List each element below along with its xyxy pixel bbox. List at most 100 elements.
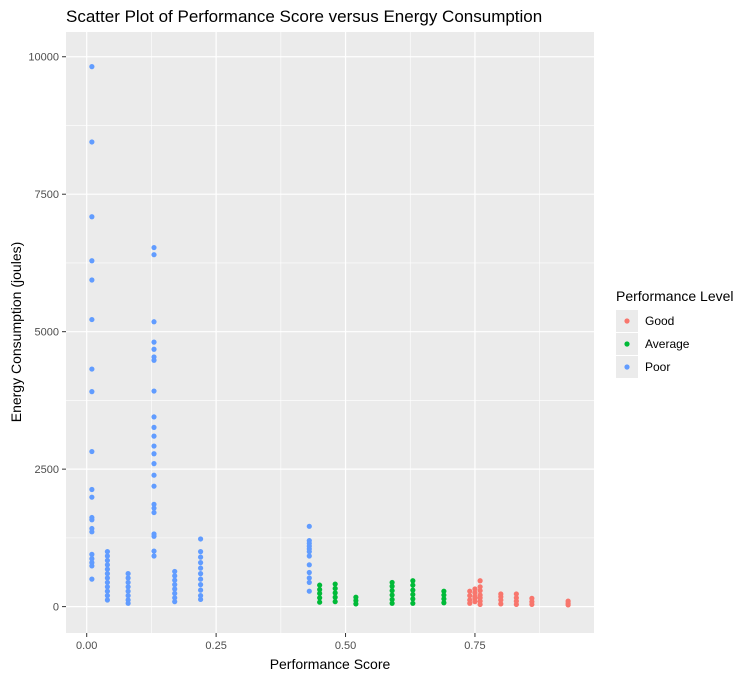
data-point-poor: [306, 553, 312, 559]
data-point-poor: [151, 388, 157, 394]
data-point-poor: [151, 252, 157, 258]
data-point-poor: [125, 593, 131, 599]
data-point-poor: [104, 597, 111, 603]
data-point-poor: [306, 588, 312, 594]
data-point-poor: [151, 414, 157, 420]
data-point-average: [317, 590, 323, 597]
legend-label-average: Average: [645, 337, 690, 351]
data-point-poor: [104, 584, 111, 590]
data-point-average: [317, 582, 323, 588]
data-point-poor: [151, 433, 157, 439]
legend-label-good: Good: [645, 314, 674, 328]
data-point-poor: [197, 560, 204, 566]
data-point-poor: [104, 553, 111, 559]
y-tick-label: 7500: [35, 189, 59, 201]
data-point-poor: [89, 214, 95, 220]
data-point-poor: [151, 483, 157, 489]
data-point-good: [529, 595, 535, 601]
data-point-average: [332, 594, 338, 600]
plot-panel: [66, 32, 594, 633]
data-point-good: [472, 590, 478, 596]
x-tick-label: 0.00: [76, 640, 97, 652]
data-point-poor: [151, 346, 157, 352]
y-tick-label: 10000: [28, 52, 59, 64]
data-point-poor: [125, 575, 131, 581]
data-point-poor: [172, 595, 178, 601]
legend-marker-average: [624, 341, 630, 347]
data-point-average: [389, 600, 395, 606]
data-point-poor: [172, 573, 178, 579]
data-point-average: [317, 586, 323, 593]
data-point-poor: [89, 517, 95, 523]
legend-label-poor: Poor: [645, 360, 670, 374]
chart-title: Scatter Plot of Performance Score versus…: [66, 7, 542, 26]
data-point-poor: [151, 244, 157, 251]
data-point-poor: [125, 571, 131, 577]
data-point-poor: [89, 139, 95, 145]
data-point-average: [410, 578, 416, 584]
data-point-good: [467, 588, 473, 594]
data-point-poor: [151, 548, 157, 554]
data-point-poor: [89, 486, 95, 493]
data-point-poor: [104, 593, 111, 599]
data-point-average: [353, 594, 359, 600]
data-point-poor: [104, 566, 111, 572]
data-point-poor: [89, 494, 95, 500]
data-point-good: [477, 584, 483, 590]
y-tick-label: 2500: [35, 464, 59, 476]
data-point-average: [389, 583, 395, 589]
data-point-poor: [151, 472, 157, 478]
data-point-poor: [151, 501, 157, 507]
data-point-average: [441, 596, 447, 602]
data-point-good: [513, 591, 519, 597]
data-point-poor: [306, 579, 312, 586]
x-tick-label: 0.75: [464, 640, 485, 652]
data-points: [89, 64, 571, 608]
data-point-poor: [151, 509, 157, 516]
data-point-poor: [104, 557, 111, 564]
data-point-average: [332, 585, 338, 592]
data-point-poor: [197, 593, 204, 599]
data-point-poor: [306, 562, 312, 568]
data-point-poor: [172, 599, 178, 605]
data-point-average: [389, 588, 395, 594]
y-axis-title: Energy Consumption (joules): [8, 242, 24, 423]
data-point-average: [410, 587, 416, 593]
data-point-poor: [104, 562, 111, 568]
data-point-poor: [89, 576, 95, 582]
data-point-poor: [306, 549, 312, 555]
data-point-poor: [197, 587, 204, 593]
legend: Performance Level Good Average Poor: [616, 288, 734, 378]
data-point-poor: [151, 451, 157, 457]
data-point-good: [498, 601, 504, 607]
data-point-poor: [151, 533, 157, 539]
data-point-poor: [151, 553, 157, 559]
data-point-poor: [172, 586, 178, 592]
y-tick-label: 5000: [35, 327, 59, 339]
legend-marker-poor: [624, 364, 630, 370]
y-tick-label: 0: [53, 602, 59, 614]
data-point-good: [472, 586, 478, 592]
data-point-good: [513, 595, 519, 601]
x-tick-label: 0.25: [205, 640, 226, 652]
data-point-poor: [172, 577, 178, 583]
data-point-poor: [151, 424, 157, 430]
data-point-average: [332, 581, 338, 587]
y-axis: 0 2500 5000 7500 10000: [28, 52, 66, 614]
data-point-poor: [125, 584, 131, 590]
data-point-average: [332, 590, 338, 596]
data-point-average: [410, 596, 416, 602]
x-axis: 0.00 0.25 0.50 0.75: [76, 633, 486, 652]
data-point-good: [565, 598, 571, 604]
data-point-poor: [89, 64, 95, 70]
data-point-poor: [197, 536, 204, 542]
data-point-poor: [197, 596, 204, 603]
data-point-poor: [89, 563, 95, 569]
data-point-average: [332, 599, 338, 605]
data-point-poor: [151, 319, 157, 325]
data-point-average: [317, 599, 323, 605]
data-point-poor: [125, 588, 131, 594]
data-point-average: [441, 588, 447, 594]
data-point-average: [389, 596, 395, 603]
